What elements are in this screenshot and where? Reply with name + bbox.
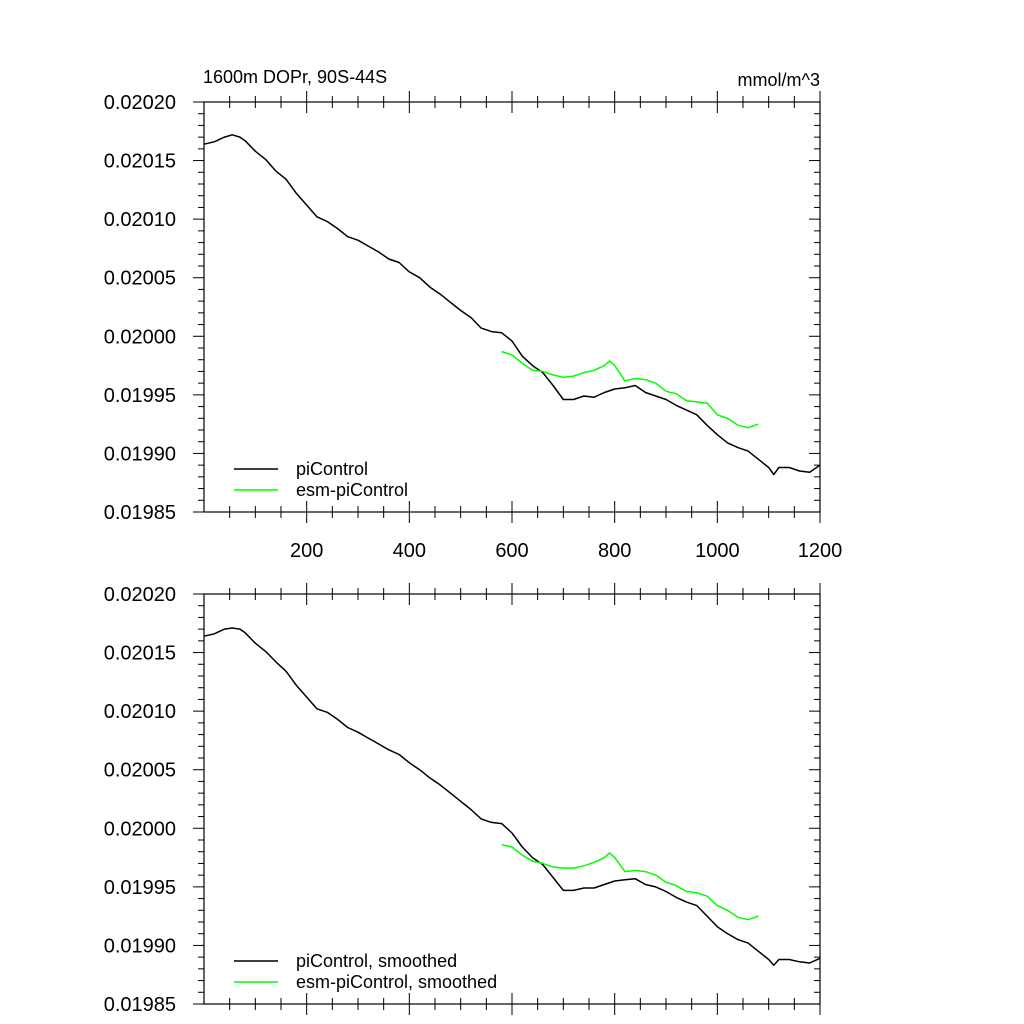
y-tick-label: 0.01985 [104,994,176,1016]
legend-label: esm-piControl [296,480,408,500]
y-tick-label: 0.02015 [104,643,176,665]
series-line-picontrol [203,134,821,476]
y-tick-label: 0.02010 [104,701,176,723]
bottom-panel: 0.01985 0.01990 0.01995 0.02000 0.02005 0.020… [104,583,821,1016]
y-tick-label: 0.02010 [104,209,176,231]
legend-label: piControl, smoothed [296,951,457,971]
series-line-esm-picontrol [501,843,759,921]
legend-label: esm-piControl, smoothed [296,972,497,992]
y-tick-label: 0.02005 [104,268,176,290]
x-tick-label: 1200 [798,540,843,562]
y-tick-label: 0.02015 [104,151,176,173]
y-tick-label: 0.01985 [104,502,176,524]
series-line-picontrol [203,627,821,967]
x-tick-label: 800 [598,540,631,562]
x-tick-label: 600 [495,540,528,562]
y-tick-label: 0.02020 [104,584,176,606]
x-tick-label: 400 [393,540,426,562]
x-tick-label: 200 [290,540,323,562]
y-tick-label: 0.02000 [104,818,176,840]
y-tick-label: 0.01990 [104,935,176,957]
y-tick-label: 0.02020 [104,92,176,114]
y-tick-label: 0.01995 [104,877,176,899]
y-tick-label: 0.01995 [104,385,176,407]
top-panel: 1600m DOPr, 90S-44S mmol/m^3 0.01985 0.01… [104,67,843,562]
y-tick-label: 0.02000 [104,326,176,348]
x-tick-label: 1000 [695,540,740,562]
panel-title-left: 1600m DOPr, 90S-44S [203,67,387,87]
legend-label: piControl [296,459,368,479]
plot-frame [203,593,821,1005]
y-tick-label: 0.02005 [104,760,176,782]
plot-frame [203,101,821,513]
y-tick-label: 0.01990 [104,443,176,465]
series-line-esm-picontrol [501,350,759,429]
panel-title-units: mmol/m^3 [738,70,820,90]
